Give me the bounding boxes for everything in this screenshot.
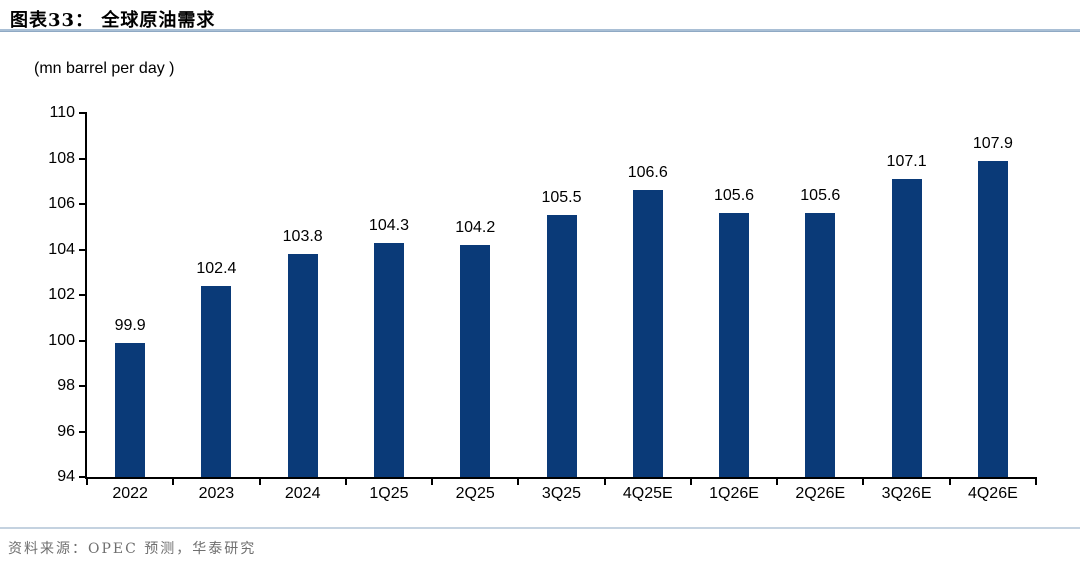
bar-value-label: 105.6 — [800, 187, 841, 205]
bar-1Q25 — [373, 242, 404, 477]
bar-2Q26E — [805, 213, 836, 477]
y-axis-tick — [79, 112, 87, 114]
bar-value-label: 103.8 — [282, 228, 323, 246]
source-note: 资料来源：OPEC 预测，华泰研究 — [8, 541, 257, 557]
y-axis-tick-label: 96 — [57, 422, 75, 440]
x-axis-category-label: 2022 — [112, 485, 148, 502]
bar-2Q25 — [460, 244, 491, 477]
x-axis-tick — [172, 477, 175, 485]
bar-2023 — [201, 285, 232, 477]
bar-value-label: 104.3 — [368, 216, 409, 234]
bar-2024 — [287, 254, 318, 477]
x-axis-tick — [689, 477, 692, 485]
y-axis-tick-label: 110 — [49, 104, 75, 121]
title-divider — [0, 29, 1080, 32]
x-axis-tick — [258, 477, 261, 485]
y-axis-tick-label: 106 — [48, 195, 75, 212]
x-axis-tick — [776, 477, 779, 485]
bar-value-label: 104.2 — [455, 218, 496, 236]
y-axis-tick-label: 94 — [57, 468, 75, 485]
x-axis-category-label: 1Q26E — [709, 485, 759, 502]
bar-value-label: 102.4 — [196, 259, 237, 277]
x-axis-category-label: 2Q26E — [795, 485, 846, 502]
x-axis-category-label: 2Q25 — [455, 485, 495, 502]
x-axis-tick — [948, 477, 951, 485]
y-axis-tick — [79, 476, 87, 478]
x-axis-category-label: 4Q26E — [967, 485, 1018, 502]
bar-3Q26E — [891, 178, 922, 477]
footer-divider — [0, 527, 1080, 529]
x-axis-category-label: 4Q25E — [622, 485, 673, 502]
y-axis-tick-label: 102 — [48, 286, 75, 303]
bar-1Q26E — [719, 213, 750, 477]
y-axis-tick — [79, 157, 87, 160]
y-axis-tick-label: 108 — [48, 149, 75, 167]
x-axis-category-label: 1Q25 — [369, 485, 409, 502]
bar-value-label: 105.6 — [714, 187, 755, 205]
y-axis-tick-label: 100 — [48, 331, 75, 349]
figure-title: 图表33： 全球原油需求 — [10, 10, 216, 31]
x-axis-category-label: 2024 — [284, 485, 321, 502]
x-axis-tick — [86, 477, 88, 485]
axis-unit-label: (mn barrel per day ) — [34, 60, 175, 77]
x-axis-tick — [1035, 477, 1037, 485]
bar-value-label: 107.9 — [972, 134, 1013, 152]
x-axis-category-label: 3Q26E — [881, 485, 932, 502]
x-axis-tick — [431, 477, 434, 485]
x-axis-tick — [862, 477, 865, 485]
bar-2022 — [115, 342, 146, 477]
x-axis-category-label: 3Q25 — [541, 485, 582, 502]
y-axis-tick — [79, 294, 87, 296]
bar-4Q25E — [632, 190, 663, 477]
y-axis-tick-label: 98 — [57, 377, 75, 394]
y-axis-tick — [79, 430, 87, 433]
x-axis-tick — [344, 477, 347, 485]
x-axis-category-label: 2023 — [198, 485, 235, 502]
bar-value-label: 99.9 — [114, 316, 146, 334]
bar-3Q25 — [546, 215, 577, 477]
y-axis-tick — [79, 339, 87, 342]
bar-4Q26E — [977, 160, 1008, 477]
bar-value-label: 105.5 — [541, 189, 582, 207]
y-axis-tick — [79, 248, 87, 251]
bar-value-label: 107.1 — [886, 152, 927, 170]
plot-area: 94 96 98 100 102 104 106 108 110 99.9 2022 102.4 202… — [48, 104, 1037, 502]
x-axis-tick — [603, 477, 606, 485]
y-axis-tick-label: 104 — [48, 240, 75, 258]
x-axis-tick — [517, 477, 520, 485]
bar-value-label: 106.6 — [627, 164, 668, 182]
y-axis-tick — [79, 385, 87, 387]
y-axis-tick — [79, 203, 87, 205]
